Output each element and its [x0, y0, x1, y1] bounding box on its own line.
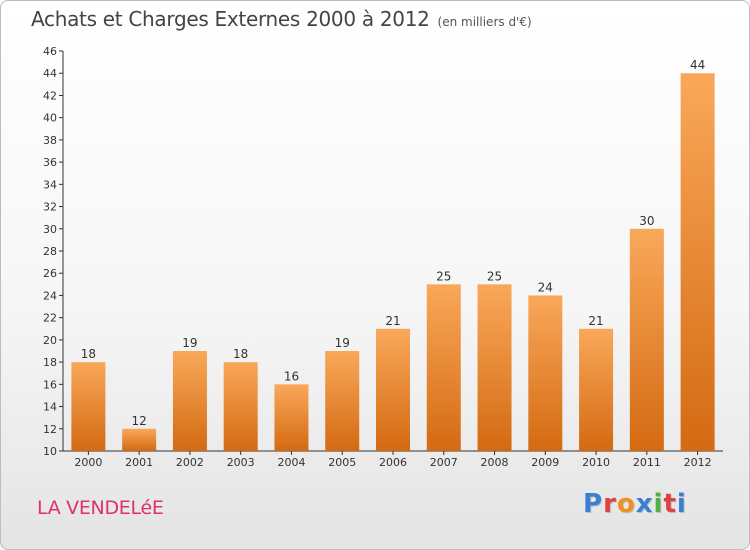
x-tick-label: 2010 [582, 456, 610, 469]
bar-value-label: 30 [639, 214, 654, 228]
chart-subtitle: (en milliers d'€) [437, 15, 532, 29]
y-tick-label: 10 [43, 445, 57, 458]
bar-value-label: 24 [538, 280, 553, 294]
x-tick-label: 2003 [227, 456, 255, 469]
bar-2007 [426, 284, 461, 451]
bar-layer: 18 12 19 18 16 19 21 25 25 24 21 30 44 [71, 58, 715, 451]
y-tick-label: 24 [43, 289, 57, 302]
bar-2001 [122, 428, 157, 451]
x-tick-label: 2006 [379, 456, 407, 469]
y-tick-label: 20 [43, 334, 57, 347]
x-tick-label: 2002 [176, 456, 204, 469]
y-tick-label: 30 [43, 223, 57, 236]
bar-value-label: 25 [487, 269, 502, 283]
bar-2003 [223, 362, 258, 451]
x-tick-label: 2004 [277, 456, 305, 469]
logo-letter: t [663, 489, 677, 519]
logo-letter: x [635, 489, 654, 519]
y-tick-label: 26 [43, 267, 57, 280]
bar-2005 [325, 351, 360, 451]
bar-2002 [172, 351, 207, 451]
bar-value-label: 19 [335, 336, 350, 350]
y-tick-label: 28 [43, 245, 57, 258]
bar-value-label: 25 [436, 269, 451, 283]
x-tick-label: 2005 [328, 456, 356, 469]
x-tick-label: 2000 [74, 456, 102, 469]
y-tick-label: 16 [43, 378, 57, 391]
x-tick-label: 2011 [633, 456, 661, 469]
x-tick-label: 2001 [125, 456, 153, 469]
chart-title: Achats et Charges Externes 2000 à 2012 (e… [31, 7, 532, 31]
bar-2010 [579, 328, 614, 451]
bar-value-label: 21 [385, 314, 400, 328]
bar-value-label: 19 [182, 336, 197, 350]
y-tick-label: 22 [43, 312, 57, 325]
x-tick-label: 2009 [531, 456, 559, 469]
bar-value-label: 18 [233, 347, 248, 361]
bar-2006 [376, 328, 410, 451]
bar-2011 [629, 228, 664, 451]
x-tick-label: 2008 [481, 456, 509, 469]
y-tick-label: 18 [43, 356, 57, 369]
y-tick-label: 42 [43, 89, 57, 102]
logo-letter: r [603, 489, 617, 519]
logo-letter: P [583, 489, 604, 519]
y-tick-label: 12 [43, 423, 57, 436]
bar-2012 [680, 73, 715, 451]
y-tick-label: 32 [43, 201, 57, 214]
y-tick-label: 40 [43, 112, 57, 125]
x-tick-label: 2012 [684, 456, 712, 469]
city-name: LA VENDELéE [37, 497, 164, 519]
logo-letter: i [653, 489, 664, 519]
y-tick-label: 38 [43, 134, 57, 147]
logo-letter: i [676, 489, 687, 519]
chart-title-text: Achats et Charges Externes 2000 à 2012 [31, 7, 430, 31]
bar-2009 [528, 295, 563, 451]
proxiti-logo[interactable]: Proxiti [583, 489, 687, 519]
bar-value-label: 21 [588, 314, 603, 328]
bar-2004 [274, 384, 309, 451]
bar-value-label: 12 [132, 414, 147, 428]
axis-layer: 10 12 14 16 18 20 22 24 26 28 30 32 34 36 38 40 42 44 46 20… [43, 45, 723, 469]
bar-2008 [477, 284, 512, 451]
bar-value-label: 44 [690, 58, 705, 72]
y-tick-label: 44 [43, 67, 57, 80]
bar-value-label: 16 [284, 369, 299, 383]
y-tick-label: 36 [43, 156, 57, 169]
y-tick-label: 34 [43, 178, 57, 191]
bar-2000 [71, 362, 106, 451]
y-tick-label: 46 [43, 45, 57, 58]
bar-value-label: 18 [81, 347, 96, 361]
logo-letter: o [616, 489, 636, 519]
x-tick-label: 2007 [430, 456, 458, 469]
y-tick-label: 14 [43, 401, 57, 414]
